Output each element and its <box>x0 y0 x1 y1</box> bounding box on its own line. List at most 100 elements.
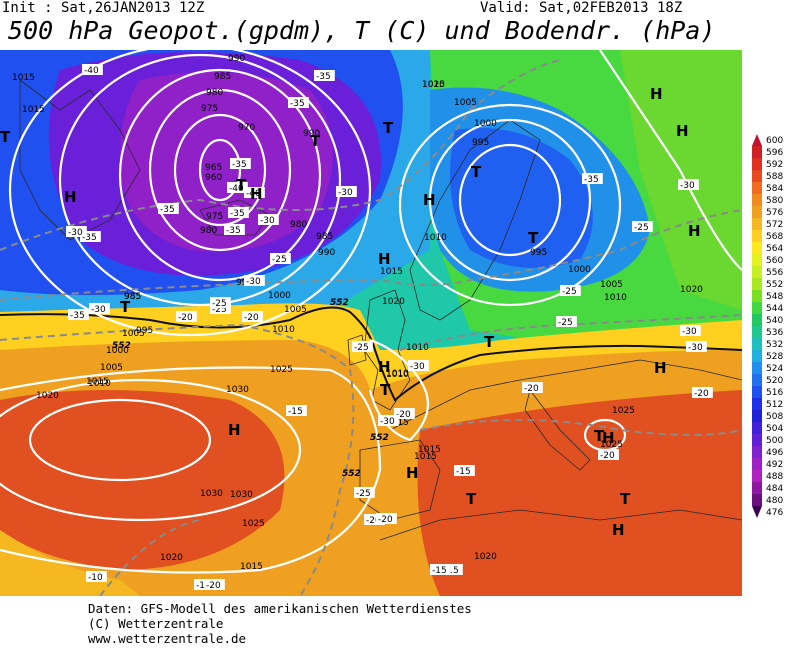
pressure-label: 1020 <box>474 552 497 562</box>
colorbar-label: 512 <box>766 400 783 410</box>
high-pressure-center: H <box>228 421 241 439</box>
colorbar-label: 596 <box>766 148 783 158</box>
temperature-label-bg <box>89 303 110 314</box>
low-pressure-center: T <box>383 119 394 137</box>
low-pressure-center: T <box>484 333 495 351</box>
coast-scandinavia <box>409 119 541 321</box>
temperature-label: -25 <box>354 343 369 353</box>
colorbar-swatch <box>752 158 762 170</box>
pressure-label: 990 <box>228 54 245 64</box>
colorbar-label: 556 <box>766 268 783 278</box>
pressure-label: 975 <box>201 104 218 114</box>
pressure-label: 1025 <box>600 440 623 450</box>
temperature-label-bg <box>686 341 707 352</box>
temperature-label-bg <box>378 415 399 426</box>
temperature-label: -20 <box>694 389 709 399</box>
colorbar-label: 520 <box>766 376 783 386</box>
footer-copyright: (C) Wetterzentrale <box>88 616 224 631</box>
temperature-label: -15 <box>432 566 447 576</box>
pressure-label: 1010 <box>272 325 295 335</box>
high-pressure-center: H <box>688 222 701 240</box>
temperature-label: -30 <box>380 417 395 427</box>
temperature-label-bg <box>354 487 375 498</box>
temperature-label-bg <box>430 564 451 575</box>
temperature-label: -30 <box>338 188 353 198</box>
colorbar-swatch <box>752 302 762 314</box>
colorbar-swatch <box>752 326 762 338</box>
temperature-label: -20 <box>178 313 193 323</box>
colorbar-swatch <box>752 446 762 458</box>
colorbar-label: 592 <box>766 160 783 170</box>
temperature-label: -35 <box>160 205 175 215</box>
colorbar-swatch <box>752 314 762 326</box>
temperature-label-bg <box>376 513 397 524</box>
temperature-label: -35 <box>316 72 331 82</box>
temperature-label-bg <box>454 465 475 476</box>
colorbar-label: 568 <box>766 232 783 242</box>
colorbar-swatch <box>752 458 762 470</box>
colorbar-label: 572 <box>766 220 783 230</box>
colorbar-swatch <box>752 290 762 302</box>
temperature-label: -15 <box>444 566 459 576</box>
temperature-label-bg <box>556 316 577 327</box>
colorbar-swatch <box>752 278 762 290</box>
temperature-label: -25 <box>634 223 649 233</box>
high-pressure-center: H <box>250 185 263 203</box>
high-pressure-center: H <box>612 521 625 539</box>
footer-url[interactable]: www.wetterzentrale.de <box>88 631 247 646</box>
temperature-label-bg <box>288 97 309 108</box>
high-pressure-center: H <box>64 188 77 206</box>
field-red-africa <box>417 390 742 596</box>
temperature-label: -30 <box>260 216 275 226</box>
colorbar-swatch <box>752 362 762 374</box>
temperature-label-bg <box>244 187 265 198</box>
high-pressure-center: H <box>676 122 689 140</box>
pressure-label: 990 <box>318 248 335 258</box>
pressure-label: 1015 <box>422 80 445 90</box>
pressure-label: 1015 <box>418 445 441 455</box>
temperature-label-bg <box>158 203 179 214</box>
colorbar-label: 492 <box>766 460 783 470</box>
temperature-label-bg <box>224 224 245 235</box>
pressure-label: 1020 <box>36 391 59 401</box>
temperature-label-bg <box>210 297 231 308</box>
temperature-label-bg <box>286 405 307 416</box>
temperature-label-bg <box>632 221 653 232</box>
pressure-label: 1015 <box>380 267 403 277</box>
pressure-label: 1005 <box>284 305 307 315</box>
temperature-label: -20 <box>600 451 615 461</box>
pressure-label: 1015 <box>86 377 109 387</box>
temperature-label: -20 <box>378 515 393 525</box>
colorbar-swatch <box>752 398 762 410</box>
low-pressure-center: T <box>310 132 321 150</box>
temperature-label: -30 <box>91 305 106 315</box>
colorbar-swatch <box>752 146 762 158</box>
temperature-label-bg <box>582 173 603 184</box>
colorbar-label: 600 <box>766 136 783 146</box>
high-pressure-center: H <box>378 358 391 376</box>
pressure-label: 995 <box>530 248 547 258</box>
coast-europe <box>389 359 742 431</box>
pressure-label: 1000 <box>106 346 129 356</box>
colorbar-label: 588 <box>766 172 783 182</box>
valid-time: Valid: Sat,02FEB2013 18Z <box>480 0 683 16</box>
low-pressure-center: T <box>471 163 482 181</box>
pressure-label: 1010 <box>88 379 111 389</box>
colorbar-swatch <box>752 374 762 386</box>
colorbar-label: 540 <box>766 316 783 326</box>
pressure-label: 1030 <box>230 490 253 500</box>
pressure-label: 1020 <box>160 553 183 563</box>
pressure-label: 965 <box>205 163 222 173</box>
footer-source: Daten: GFS-Modell des amerikanischen Wet… <box>88 601 472 616</box>
footer: Daten: GFS-Modell des amerikanischen Wet… <box>88 601 472 646</box>
coast-italy <box>524 389 591 471</box>
colorbar-swatch <box>752 242 762 254</box>
colorbar-swatch <box>752 470 762 482</box>
colorbar-swatch <box>752 254 762 266</box>
colorbar-label: 560 <box>766 256 783 266</box>
colorbar-swatch <box>752 410 762 422</box>
temperature-label: -35 <box>232 160 247 170</box>
temperature-label: -25 <box>212 305 227 315</box>
low-pressure-center: T <box>528 229 539 247</box>
